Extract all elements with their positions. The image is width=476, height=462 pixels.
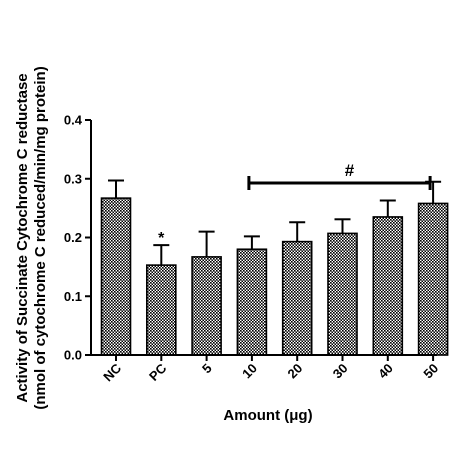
y-tick-label: 0.2: [64, 230, 82, 245]
bar: [191, 256, 222, 356]
bars: [100, 179, 449, 356]
x-tick-label: 30: [330, 361, 351, 382]
y-tick-label: 0.3: [64, 171, 82, 186]
significance-star: *: [158, 230, 165, 247]
bar: [417, 202, 449, 356]
x-axis-title: Amount (μg): [223, 407, 312, 424]
x-tick-label: 50: [420, 361, 441, 382]
bar: [281, 240, 313, 356]
bar: [372, 216, 404, 356]
y-tick-label: 0.0: [64, 348, 82, 363]
x-tick-label: 20: [284, 361, 305, 382]
y-tick-label: 0.4: [64, 113, 83, 128]
bar: [146, 264, 177, 356]
x-tick-label: 5: [199, 361, 215, 377]
annotations: *#: [158, 161, 432, 247]
bar: [100, 197, 132, 356]
y-axis-title-line2: (nmol of cytochrome C reduced/min/mg pro…: [32, 66, 49, 409]
significance-hash: #: [345, 161, 355, 180]
x-axis: NC PC 5 10 20 30 40 50: [91, 354, 441, 384]
y-axis-title: Activity of Succinate Cytochrome C reduc…: [14, 66, 49, 409]
y-axis-title-line1: Activity of Succinate Cytochrome C reduc…: [14, 73, 31, 402]
y-tick-label: 0.1: [64, 289, 82, 304]
x-tick-label: 10: [239, 361, 260, 382]
x-tick-label: NC: [100, 360, 124, 384]
x-tick-label: 40: [375, 361, 396, 382]
bar: [327, 232, 358, 356]
x-tick-label: PC: [146, 360, 170, 384]
bar: [236, 248, 268, 356]
y-axis: 0.0 0.1 0.2 0.3 0.4: [64, 113, 92, 363]
